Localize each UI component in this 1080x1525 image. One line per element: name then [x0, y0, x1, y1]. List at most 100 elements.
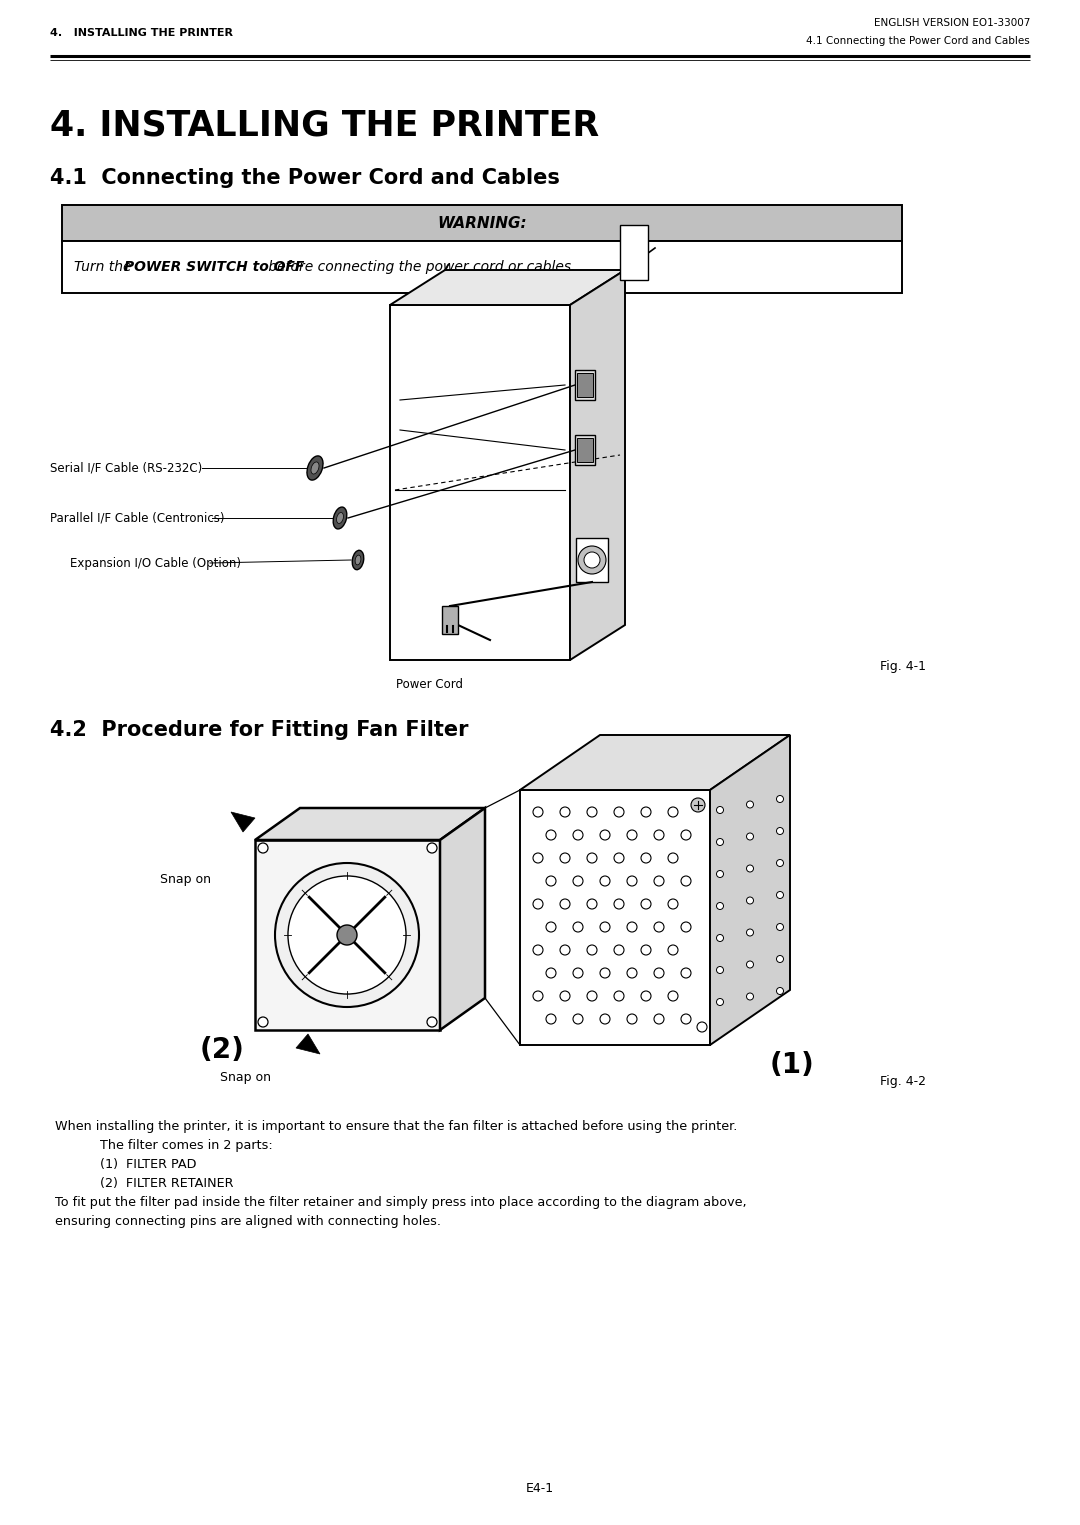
Text: 4.   INSTALLING THE PRINTER: 4. INSTALLING THE PRINTER [50, 27, 233, 38]
Circle shape [746, 929, 754, 936]
Circle shape [561, 807, 570, 817]
Circle shape [337, 926, 357, 946]
Polygon shape [519, 735, 789, 790]
Text: Fig. 4-1: Fig. 4-1 [880, 660, 926, 673]
Ellipse shape [333, 506, 347, 529]
Bar [255, 840, 440, 1029]
Circle shape [642, 852, 651, 863]
Text: 4. INSTALLING THE PRINTER: 4. INSTALLING THE PRINTER [50, 108, 599, 142]
Text: 4.1  Connecting the Power Cord and Cables: 4.1 Connecting the Power Cord and Cables [50, 168, 559, 188]
Circle shape [654, 830, 664, 840]
Polygon shape [390, 270, 625, 305]
Circle shape [600, 968, 610, 978]
Circle shape [654, 968, 664, 978]
Circle shape [654, 875, 664, 886]
Circle shape [746, 993, 754, 1000]
Circle shape [627, 1014, 637, 1023]
Circle shape [534, 807, 543, 817]
Polygon shape [390, 305, 570, 660]
Text: Snap on: Snap on [160, 874, 211, 886]
Circle shape [716, 871, 724, 877]
Text: (2): (2) [200, 1035, 245, 1064]
Circle shape [654, 923, 664, 932]
Text: The filter comes in 2 parts:: The filter comes in 2 parts: [100, 1139, 273, 1151]
Circle shape [600, 875, 610, 886]
Circle shape [561, 991, 570, 1000]
Circle shape [573, 923, 583, 932]
Bar [576, 538, 608, 583]
Circle shape [716, 999, 724, 1005]
Circle shape [588, 991, 597, 1000]
Circle shape [588, 900, 597, 909]
Circle shape [777, 796, 783, 802]
Text: ensuring connecting pins are aligned with connecting holes.: ensuring connecting pins are aligned wit… [55, 1215, 441, 1228]
Polygon shape [570, 270, 625, 660]
Text: Serial I/F Cable (RS-232C): Serial I/F Cable (RS-232C) [50, 462, 202, 474]
Circle shape [746, 865, 754, 872]
Ellipse shape [311, 462, 319, 474]
Text: (1)  FILTER PAD: (1) FILTER PAD [100, 1157, 197, 1171]
Circle shape [746, 961, 754, 968]
Circle shape [600, 923, 610, 932]
Circle shape [642, 900, 651, 909]
Circle shape [615, 807, 624, 817]
Text: Parallel I/F Cable (Centronics): Parallel I/F Cable (Centronics) [50, 511, 225, 525]
Text: Power Cord: Power Cord [396, 679, 463, 691]
Circle shape [669, 807, 678, 817]
Circle shape [615, 946, 624, 955]
Circle shape [573, 875, 583, 886]
Bar [577, 438, 593, 462]
Circle shape [427, 843, 437, 852]
Circle shape [716, 807, 724, 813]
Bar [575, 435, 595, 465]
Circle shape [642, 991, 651, 1000]
Text: To fit put the filter pad inside the filter retainer and simply press into place: To fit put the filter pad inside the fil… [55, 1196, 746, 1209]
Circle shape [534, 900, 543, 909]
Circle shape [600, 1014, 610, 1023]
Circle shape [573, 830, 583, 840]
Circle shape [777, 956, 783, 962]
Circle shape [777, 892, 783, 898]
Circle shape [746, 801, 754, 808]
Text: Turn the: Turn the [75, 259, 136, 274]
Circle shape [681, 875, 691, 886]
Text: WARNING:: WARNING: [437, 215, 527, 230]
Circle shape [681, 830, 691, 840]
Circle shape [716, 935, 724, 941]
Circle shape [627, 875, 637, 886]
Circle shape [573, 1014, 583, 1023]
Circle shape [578, 546, 606, 573]
Circle shape [546, 830, 556, 840]
Circle shape [697, 1022, 707, 1032]
Circle shape [615, 900, 624, 909]
Circle shape [258, 1017, 268, 1026]
Circle shape [561, 852, 570, 863]
Bar [575, 371, 595, 400]
Polygon shape [710, 735, 789, 1045]
Circle shape [627, 830, 637, 840]
Circle shape [642, 807, 651, 817]
Bar [62, 204, 902, 241]
Circle shape [681, 968, 691, 978]
Polygon shape [231, 811, 255, 833]
Circle shape [669, 852, 678, 863]
Text: Fig. 4-2: Fig. 4-2 [880, 1075, 926, 1087]
Circle shape [588, 852, 597, 863]
Text: 4.1 Connecting the Power Cord and Cables: 4.1 Connecting the Power Cord and Cables [807, 37, 1030, 46]
Circle shape [746, 897, 754, 904]
Circle shape [561, 946, 570, 955]
Circle shape [669, 900, 678, 909]
Text: 4.2  Procedure for Fitting Fan Filter: 4.2 Procedure for Fitting Fan Filter [50, 720, 469, 740]
Circle shape [627, 923, 637, 932]
Circle shape [561, 900, 570, 909]
Ellipse shape [352, 551, 364, 570]
Circle shape [654, 1014, 664, 1023]
Circle shape [573, 968, 583, 978]
Text: (2)  FILTER RETAINER: (2) FILTER RETAINER [100, 1177, 233, 1190]
Circle shape [546, 875, 556, 886]
Bar [62, 241, 902, 293]
Circle shape [275, 863, 419, 1006]
Bar [577, 374, 593, 396]
Circle shape [746, 833, 754, 840]
Circle shape [288, 875, 406, 994]
